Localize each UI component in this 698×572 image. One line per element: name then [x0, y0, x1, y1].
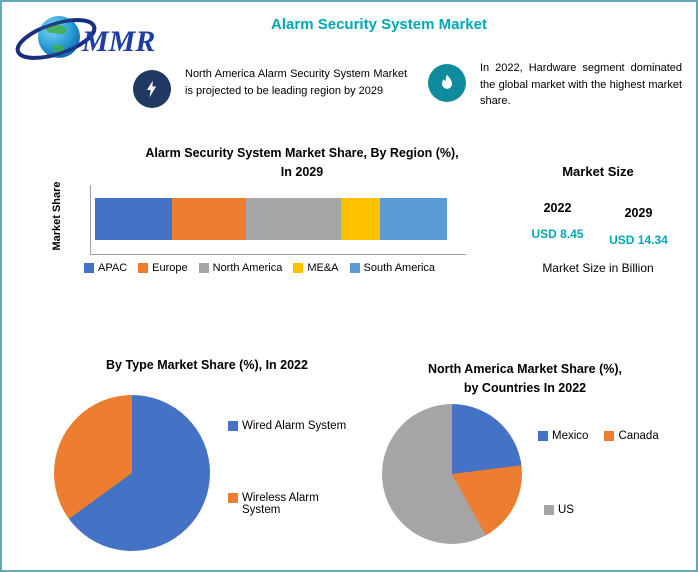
market-size-value-2029: USD 14.34 — [609, 233, 668, 247]
na-countries-pie-title: North America Market Share (%), by Count… — [362, 360, 688, 399]
legend-item-canada: Canada — [604, 430, 659, 442]
na-countries-pie-title-line1: North America Market Share (%), — [427, 362, 623, 376]
bar-chart-title: Alarm Security System Market Share, By R… — [90, 144, 514, 183]
page-title: Alarm Security System Market — [271, 16, 487, 33]
legend-item-me-a: ME&A — [293, 262, 339, 274]
na-countries-pie-title-line2: by Countries In 2022 — [463, 381, 587, 396]
bar-segment-north-america — [246, 198, 342, 240]
legend-swatch — [198, 263, 209, 273]
y-axis-line — [90, 185, 91, 255]
legend-swatch — [604, 431, 615, 441]
flame-glyph — [442, 74, 452, 89]
legend-swatch — [138, 263, 149, 273]
market-size-year-2029: 2029 — [624, 206, 653, 220]
market-size-note: Market Size in Billion — [542, 261, 654, 275]
bar-chart-title-line2: In 2029 — [280, 165, 324, 180]
legend-label: Canada — [618, 430, 659, 442]
by-type-pie-chart — [54, 395, 210, 551]
legend-item-mexico: Mexico — [538, 430, 588, 442]
market-size-years: 2022 2029 — [517, 201, 679, 220]
legend-swatch — [228, 493, 238, 503]
callout-hardware-segment: In 2022, Hardware segment dominated the … — [428, 60, 690, 110]
mmr-logo: MMR — [14, 6, 166, 72]
legend-label: APAC — [98, 262, 128, 274]
legend-item-europe: Europe — [138, 262, 188, 274]
lightning-icon — [133, 70, 171, 108]
market-size-values: USD 8.45 USD 14.34 — [517, 227, 679, 247]
region-stacked-bar — [95, 198, 447, 240]
flame-icon — [428, 64, 466, 102]
globe-logo-icon: MMR — [15, 16, 155, 60]
logo-text: MMR — [81, 25, 155, 58]
bar-segment-south-america — [380, 198, 447, 240]
legend-label: US — [558, 504, 574, 516]
region-legend: APAC Europe North America ME&A South America — [84, 262, 435, 274]
legend-label: Wired Alarm System — [242, 420, 347, 432]
legend-label: South America — [363, 262, 436, 274]
na-countries-legend: Mexico Canada US — [538, 430, 690, 516]
legend-item-north-america: North America — [198, 262, 283, 274]
bar-chart-title-line1: Alarm Security System Market Share, By R… — [145, 146, 459, 160]
legend-swatch — [228, 421, 238, 431]
x-axis-line — [90, 254, 466, 255]
callout-text-hardware-segment: In 2022, Hardware segment dominated the … — [480, 62, 682, 107]
market-size-panel: Market Size 2022 2029 USD 8.45 USD 14.34… — [517, 164, 679, 275]
market-size-year-2022: 2022 — [543, 201, 572, 215]
legend-label: ME&A — [307, 262, 339, 274]
legend-item-wired-alarm-system: Wired Alarm System — [228, 420, 360, 432]
market-size-value-2022: USD 8.45 — [531, 227, 584, 241]
bar-segment-europe — [172, 198, 247, 240]
by-type-pie-title: By Type Market Share (%), In 2022 — [106, 358, 308, 372]
y-axis-label: Market Share — [51, 181, 63, 251]
bar-segment-apac — [95, 198, 173, 240]
by-type-legend: Wired Alarm System Wireless Alarm System — [228, 420, 360, 516]
market-size-heading: Market Size — [562, 164, 634, 179]
callout-text-leading-region: North America Alarm Security System Mark… — [185, 68, 407, 97]
na-countries-pie-chart — [382, 404, 522, 544]
legend-label: Mexico — [552, 430, 589, 442]
legend-item-south-america: South America — [349, 262, 436, 274]
lightning-bolt-glyph — [147, 80, 157, 98]
legend-swatch — [84, 263, 94, 273]
legend-label: North America — [212, 262, 283, 274]
legend-label: Europe — [152, 262, 188, 274]
legend-item-us: US — [544, 504, 574, 516]
legend-label: Wireless Alarm System — [242, 492, 319, 516]
bar-segment-me-a — [341, 198, 381, 240]
legend-swatch — [538, 431, 548, 441]
legend-item-wireless-alarm-system: Wireless Alarm System — [228, 492, 360, 516]
legend-swatch — [349, 263, 360, 273]
callout-leading-region: North America Alarm Security System Mark… — [133, 66, 411, 108]
legend-swatch — [293, 263, 304, 273]
legend-swatch — [544, 505, 554, 515]
legend-item-apac: APAC — [84, 262, 127, 274]
